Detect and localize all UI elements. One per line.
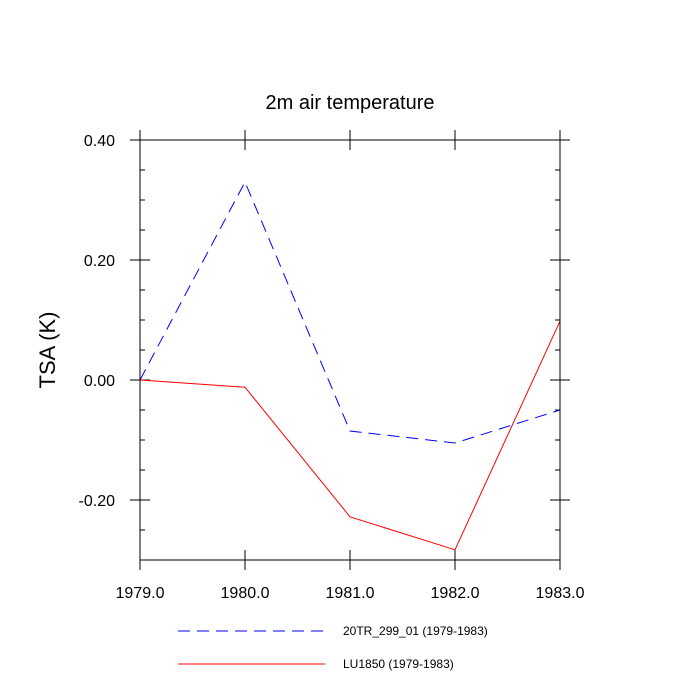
x-tick-label: 1981.0 — [326, 585, 375, 602]
plot-frame — [139, 139, 561, 561]
series-lines — [139, 180, 561, 551]
y-tick-label: 0.00 — [84, 373, 115, 390]
y-tick-label: 0.20 — [84, 253, 115, 270]
legend: 20TR_299_01 (1979-1983) LU1850 (1979-1983… — [178, 624, 488, 671]
chart-title: 2m air temperature — [266, 92, 435, 114]
y-axis-label: TSA (K) — [35, 311, 60, 388]
legend-label-2: LU1850 (1979-1983) — [343, 657, 454, 671]
y-tick-label: 0.40 — [84, 133, 115, 150]
tick-labels: 1979.0 1980.0 1981.0 1982.0 1983.0 0.40 0.20 0.… — [79, 133, 585, 602]
tick-marks — [130, 130, 570, 570]
series-line-2 — [139, 320, 561, 551]
series-line-1 — [139, 180, 561, 444]
y-tick-label: -0.20 — [79, 493, 116, 510]
x-tick-label: 1983.0 — [536, 585, 585, 602]
x-tick-label: 1980.0 — [221, 585, 270, 602]
x-tick-label: 1979.0 — [116, 585, 165, 602]
legend-label-1: 20TR_299_01 (1979-1983) — [343, 624, 488, 638]
x-tick-label: 1982.0 — [431, 585, 480, 602]
